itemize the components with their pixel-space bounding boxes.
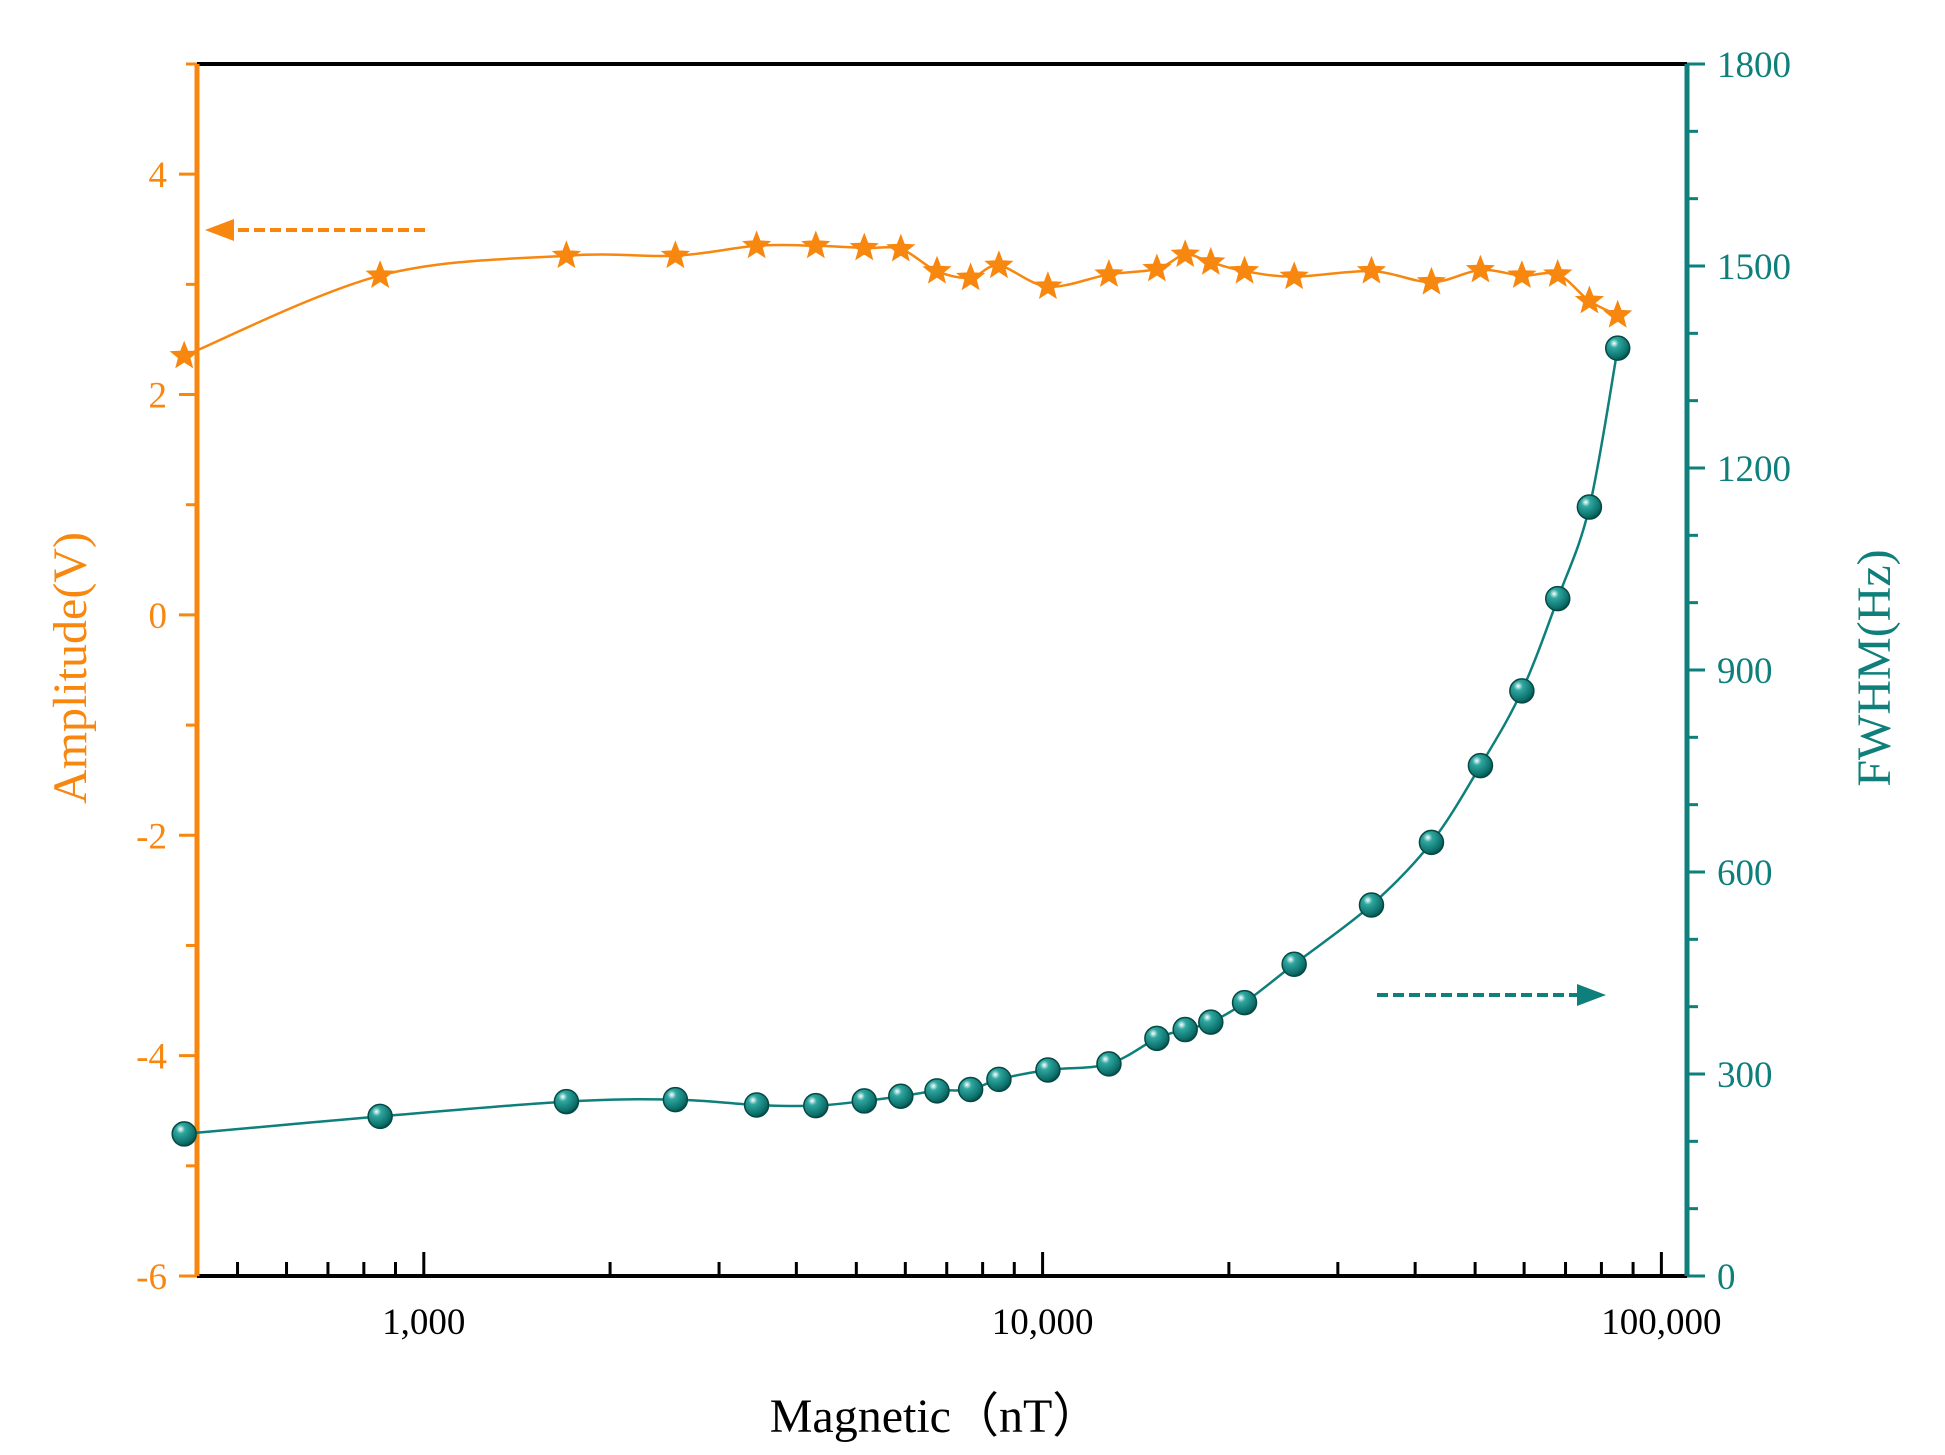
axis-indicator-arrows	[205, 219, 1606, 1006]
x-tick-label: 1,000	[382, 1302, 465, 1343]
fwhm-sphere-marker	[1358, 892, 1385, 918]
data-markers	[169, 230, 1633, 1147]
fwhm-sphere-marker	[171, 1121, 197, 1147]
fwhm-sphere-marker	[888, 1083, 914, 1109]
right-y-tick-label: 300	[1717, 1055, 1773, 1096]
fwhm-sphere-marker	[1576, 494, 1603, 520]
right-y-tick-label: 0	[1717, 1257, 1736, 1298]
left-y-tick-label: -2	[136, 816, 167, 857]
amplitude-series-line	[183, 243, 1619, 358]
fwhm-sphere-marker	[1604, 335, 1631, 361]
fwhm-sphere-marker	[367, 1103, 393, 1130]
amplitude-star-marker	[660, 240, 691, 269]
amplitude-star-marker	[849, 232, 879, 261]
amplitude-star-marker	[984, 250, 1014, 279]
fwhm-sphere-marker	[553, 1088, 580, 1115]
fwhm-sphere-marker	[1509, 678, 1535, 704]
fwhm-sphere-marker	[1467, 752, 1494, 779]
amplitude-star-marker	[1574, 285, 1605, 314]
fwhm-sphere-marker	[1144, 1025, 1170, 1052]
right-y-tick-label: 900	[1717, 651, 1773, 692]
series-lines	[183, 243, 1619, 1136]
amplitude-star-marker	[1416, 266, 1447, 295]
amplitude-star-marker	[1196, 246, 1226, 275]
amplitude-star-marker	[1603, 299, 1633, 328]
fwhm-sphere-marker	[924, 1078, 950, 1104]
x-tick-label: 10,000	[992, 1302, 1094, 1343]
fwhm-sphere-marker	[1544, 585, 1571, 612]
fwhm-sphere-marker	[803, 1092, 829, 1119]
amplitude-star-marker	[1279, 261, 1309, 290]
right-y-tick-label: 1800	[1717, 45, 1791, 86]
amplitude-star-marker	[1229, 255, 1260, 284]
left-y-tick-label: 4	[149, 155, 168, 196]
amplitude-star-marker	[1507, 260, 1537, 289]
left-y-tick-label: 0	[149, 596, 168, 637]
left-y-axis-title: Amplitude(V)	[44, 532, 97, 804]
fwhm-sphere-marker	[662, 1086, 689, 1113]
left-y-tick-label: -4	[136, 1037, 167, 1078]
fwhm-sphere-marker	[1231, 989, 1258, 1016]
fwhm-sphere-marker	[957, 1076, 984, 1103]
fwhm-sphere-marker	[1198, 1009, 1224, 1035]
amplitude-star-marker	[1142, 253, 1172, 282]
fwhm-series-line	[184, 347, 1619, 1136]
fwhm-sphere-marker	[851, 1088, 878, 1114]
amplitude-star-marker	[1170, 239, 1200, 268]
fwhm-sphere-marker	[1172, 1016, 1198, 1043]
amplitude-star-marker	[922, 255, 952, 284]
amplitude-star-marker	[1094, 259, 1124, 287]
amplitude-star-marker	[169, 340, 199, 369]
amplitude-star-marker	[1356, 255, 1387, 284]
x-axis-title: Magnetic（nT）	[770, 1390, 1101, 1443]
amplitude-star-marker	[801, 230, 831, 259]
amplitude-star-marker	[365, 260, 395, 289]
right-y-tick-label: 600	[1717, 853, 1773, 894]
amplitude-star-marker	[741, 230, 772, 259]
axis-ticks	[179, 62, 1705, 1278]
x-tick-label: 100,000	[1601, 1302, 1721, 1343]
left-y-tick-label: 2	[149, 376, 168, 417]
amplitude-star-marker	[1465, 254, 1496, 283]
fwhm-sphere-marker	[1096, 1051, 1122, 1077]
axis-tick-labels: 1,000 10,000 100,000 -6 -4 -2 0 2 4 0 300 600 900 120…	[136, 45, 1791, 1343]
right-y-axis-title: FWHM(Hz)	[1848, 549, 1901, 786]
right-y-tick-label: 1200	[1717, 449, 1791, 490]
fwhm-sphere-marker	[986, 1066, 1012, 1093]
right-y-tick-label: 1500	[1717, 247, 1791, 288]
amplitude-star-marker	[886, 233, 916, 262]
amplitude-star-marker	[551, 240, 582, 269]
fwhm-sphere-marker	[743, 1092, 770, 1118]
left-y-tick-label: -6	[136, 1257, 167, 1298]
amplitude-star-marker	[1033, 271, 1063, 300]
right-arrow-head	[1577, 984, 1606, 1006]
fwhm-sphere-marker	[1035, 1057, 1061, 1083]
amplitude-star-marker	[1543, 259, 1573, 287]
fwhm-sphere-marker	[1418, 829, 1445, 856]
amplitude-star-marker	[955, 262, 986, 291]
fwhm-sphere-marker	[1281, 951, 1307, 977]
left-arrow-head	[205, 219, 234, 241]
